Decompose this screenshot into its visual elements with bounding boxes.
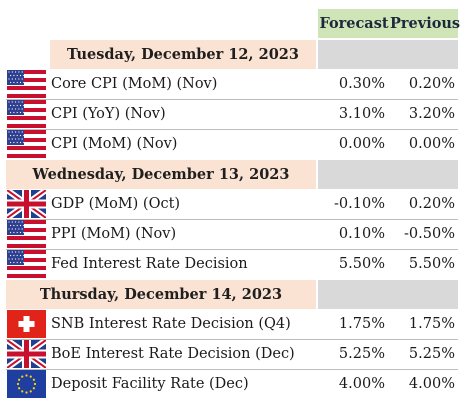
date-header: Wednesday, December 13, 2023 xyxy=(6,160,316,189)
date-header-spacer xyxy=(318,280,458,309)
row-divider xyxy=(6,249,458,250)
previous-value: 3.20% xyxy=(408,106,455,122)
event-name: Fed Interest Rate Decision xyxy=(51,256,248,272)
us-flag-icon xyxy=(7,250,46,278)
us-flag-icon xyxy=(7,220,46,248)
forecast-value: 0.30% xyxy=(338,76,385,92)
event-name: BoE Interest Rate Decision (Dec) xyxy=(51,346,295,362)
event-name: PPI (MoM) (Nov) xyxy=(51,226,177,242)
event-name: CPI (YoY) (Nov) xyxy=(51,106,166,122)
event-name: GDP (MoM) (Oct) xyxy=(51,196,181,212)
forecast-value: 0.00% xyxy=(338,136,385,152)
switzerland-flag-icon xyxy=(7,310,46,338)
event-name: SNB Interest Rate Decision (Q4) xyxy=(51,316,291,332)
previous-value: 4.00% xyxy=(408,376,455,392)
us-flag-icon xyxy=(7,130,46,158)
forecast-value: 1.75% xyxy=(338,316,385,332)
event-name: Deposit Facility Rate (Dec) xyxy=(51,376,249,392)
previous-value: -0.50% xyxy=(404,226,455,242)
forecast-value: -0.10% xyxy=(334,196,385,212)
row-divider xyxy=(6,129,458,130)
forecast-value: 5.50% xyxy=(338,256,385,272)
us-flag-icon xyxy=(7,70,46,98)
event-name: Core CPI (MoM) (Nov) xyxy=(51,76,218,92)
event-name: CPI (MoM) (Nov) xyxy=(51,136,178,152)
uk-flag-icon xyxy=(7,190,46,218)
row-divider xyxy=(6,219,458,220)
previous-column-header: Previous xyxy=(390,9,460,38)
previous-value: 0.20% xyxy=(408,196,455,212)
uk-flag-icon xyxy=(7,340,46,368)
date-header: Tuesday, December 12, 2023 xyxy=(50,40,316,69)
eu-flag-icon xyxy=(7,370,46,398)
previous-value: 5.50% xyxy=(408,256,455,272)
previous-value: 0.20% xyxy=(408,76,455,92)
date-header-spacer xyxy=(318,160,458,189)
forecast-value: 4.00% xyxy=(338,376,385,392)
previous-value: 1.75% xyxy=(408,316,455,332)
us-flag-icon xyxy=(7,100,46,128)
row-divider xyxy=(6,339,458,340)
forecast-value: 0.10% xyxy=(338,226,385,242)
row-divider xyxy=(6,369,458,370)
previous-value: 5.25% xyxy=(408,346,455,362)
forecast-value: 3.10% xyxy=(338,106,385,122)
forecast-column-header: Forecast xyxy=(318,9,390,38)
previous-value: 0.00% xyxy=(408,136,455,152)
row-divider xyxy=(6,99,458,100)
date-header-spacer xyxy=(318,40,458,69)
date-header: Thursday, December 14, 2023 xyxy=(6,280,316,309)
forecast-value: 5.25% xyxy=(338,346,385,362)
